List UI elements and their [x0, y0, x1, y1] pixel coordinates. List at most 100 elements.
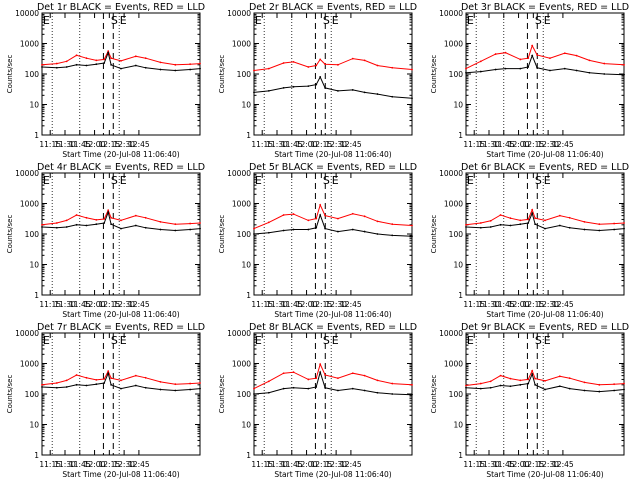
plot-frame: [465, 332, 625, 456]
lld-data-point: [583, 220, 586, 223]
y-tick-label: 1: [458, 291, 463, 300]
x-tick-label: 12:45: [340, 140, 362, 149]
y-tick-label: 10000: [15, 329, 39, 338]
lld-data-point: [110, 216, 113, 219]
interval-marker-label: E: [467, 14, 474, 27]
chart-title: Det 8r BLACK = Events, RED = LLD: [249, 322, 417, 333]
y-tick-label: 100: [237, 70, 252, 79]
events-data-point: [75, 223, 78, 226]
events-data-point: [411, 97, 413, 100]
x-tick-label: 12:15: [311, 460, 333, 469]
lld-data-point: [55, 382, 58, 384]
lld-data-point: [107, 209, 110, 212]
y-tick-label: 1000: [20, 40, 39, 49]
events-data-point: [391, 95, 394, 98]
events-data-point: [292, 386, 295, 389]
x-tick-label: 12:45: [552, 140, 574, 149]
x-tick-label: 12:00: [84, 460, 106, 469]
lld-data-point: [544, 219, 546, 222]
events-data-point: [85, 384, 88, 387]
chart-title: Det 5r BLACK = Events, RED = LLD: [249, 162, 417, 173]
events-data-point: [613, 389, 616, 392]
lld-data-point: [337, 377, 339, 380]
events-data-point: [65, 66, 68, 68]
lld-data-point: [267, 380, 270, 383]
interval-marker-label: S: [111, 174, 118, 187]
events-data-point: [568, 226, 571, 229]
events-data-point: [583, 228, 586, 231]
events-data-point: [337, 389, 339, 392]
x-axis-label: Start Time (20-Jul-08 11:06:40): [274, 310, 391, 319]
chart-panel-3: Det 3r BLACK = Events, RED = LLD 1 10 100 10…: [430, 2, 629, 159]
y-tick-label: 100: [25, 70, 40, 79]
lld-data-point: [107, 50, 110, 53]
y-tick-label: 10000: [15, 169, 39, 178]
lld-data-point: [315, 377, 318, 380]
lld-data-point: [159, 61, 162, 64]
x-tick-label: 11:15: [39, 460, 61, 469]
lld-data-point: [531, 369, 534, 372]
events-data-point: [55, 386, 58, 389]
events-data-point: [351, 89, 354, 91]
x-tick-label: 11:15: [463, 300, 485, 309]
lld-data-point: [391, 66, 394, 69]
x-axis-label: Start Time (20-Jul-08 11:06:40): [62, 470, 179, 479]
x-tick-label: 11:45: [281, 300, 303, 309]
events-data-point: [558, 224, 561, 227]
events-series-line: [41, 371, 201, 392]
x-tick-label: 11:30: [266, 460, 288, 469]
events-data-point: [351, 228, 354, 231]
lld-series-line: [41, 370, 201, 386]
events-data-point: [534, 383, 537, 386]
lld-data-point: [267, 67, 270, 70]
lld-data-point: [189, 222, 192, 225]
lld-data-point: [509, 377, 512, 380]
events-data-point: [144, 66, 147, 69]
events-data-point: [282, 87, 285, 89]
lld-data-point: [95, 378, 98, 381]
lld-data-point: [527, 218, 530, 221]
lld-data-point: [623, 63, 625, 66]
lld-series-line: [41, 49, 201, 66]
lld-data-point: [411, 224, 413, 227]
x-axis-label: Start Time (20-Jul-08 11:06:40): [274, 470, 391, 479]
interval-marker-label: E: [43, 174, 50, 187]
lld-data-point: [575, 54, 578, 57]
lld-data-point: [267, 221, 270, 224]
x-axis-label: Start Time (20-Jul-08 11:06:40): [62, 310, 179, 319]
events-data-point: [267, 89, 270, 92]
lld-data-point: [613, 222, 616, 225]
x-tick-label: 12:15: [99, 460, 121, 469]
events-data-point: [623, 388, 625, 391]
lld-data-point: [75, 214, 78, 216]
events-data-point: [531, 373, 534, 375]
lld-data-point: [558, 375, 561, 378]
events-data-point: [120, 227, 122, 230]
events-data-point: [174, 69, 177, 72]
y-axis-label: Counts/sec: [430, 375, 438, 414]
lld-data-point: [558, 214, 561, 217]
lld-data-point: [489, 219, 492, 222]
x-tick-label: 12:30: [113, 140, 135, 149]
y-tick-label: 1: [246, 131, 251, 140]
lld-data-point: [75, 374, 78, 376]
events-data-point: [110, 223, 113, 226]
events-data-point: [55, 226, 58, 229]
events-data-point: [189, 228, 192, 231]
lld-data-point: [199, 222, 201, 224]
events-data-point: [253, 393, 255, 395]
events-data-point: [499, 384, 502, 387]
lld-data-point: [199, 62, 201, 65]
lld-data-point: [75, 54, 78, 57]
interval-marker-label: S: [111, 334, 118, 347]
lld-data-point: [583, 381, 586, 384]
lld-data-point: [307, 378, 310, 381]
y-tick-label: 10: [29, 421, 39, 430]
y-tick-label: 10000: [439, 9, 463, 18]
lld-data-point: [363, 215, 366, 218]
lld-data-point: [534, 377, 537, 380]
lld-data-point: [120, 59, 122, 62]
events-data-point: [509, 224, 512, 227]
lld-data-point: [411, 68, 413, 71]
x-tick-label: 12:30: [325, 300, 347, 309]
